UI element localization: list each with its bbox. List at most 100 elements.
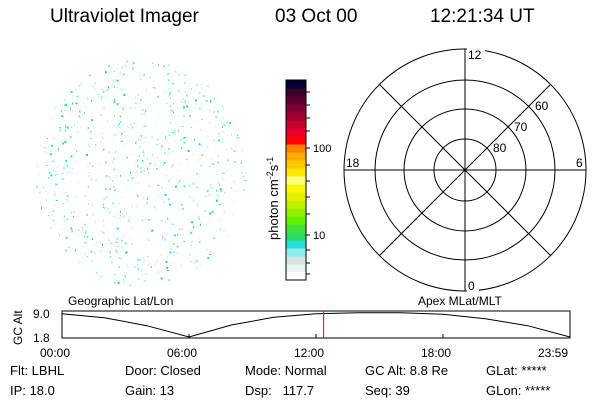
image-pixel [210,184,212,186]
image-pixel [206,146,208,149]
image-pixel [90,111,92,114]
image-pixel [155,207,157,210]
image-pixel [118,123,120,125]
image-pixel [57,166,59,169]
image-pixel [131,206,133,208]
image-pixel [194,262,196,264]
image-pixel [207,149,209,151]
image-pixel [131,243,133,246]
image-pixel [217,173,219,176]
image-pixel [87,235,89,238]
image-pixel [186,192,188,194]
image-pixel [138,251,141,253]
image-pixel [235,145,237,147]
image-pixel [71,109,73,112]
image-pixel [169,104,171,107]
image-pixel [121,196,123,198]
image-pixel [206,249,208,251]
image-pixel [195,102,197,105]
image-pixel [131,177,134,179]
image-pixel [223,108,225,110]
image-pixel [160,277,163,280]
image-pixel [118,265,120,268]
image-pixel [201,154,204,156]
image-pixel [120,210,121,213]
image-pixel [122,235,124,238]
image-pixel [122,73,124,76]
lat-label-70: 70 [514,120,528,134]
image-pixel [105,161,107,164]
image-pixel [222,126,224,129]
image-pixel [84,242,86,243]
image-pixel [63,138,65,141]
image-pixel [102,206,104,209]
image-pixel [131,226,133,228]
image-pixel [70,107,72,110]
image-pixel [54,204,56,207]
image-pixel [160,194,162,196]
image-pixel [161,145,163,148]
image-pixel [134,266,136,268]
image-pixel [103,148,105,151]
image-pixel [220,229,222,231]
image-pixel [217,155,219,158]
image-pixel [168,197,171,199]
colorbar-swatch [286,264,306,273]
image-pixel [169,184,171,186]
image-pixel [80,126,82,128]
image-pixel [210,99,212,102]
ip-label: IP: 18.0 [10,383,55,398]
image-pixel [113,101,115,103]
image-pixel [121,91,123,93]
image-pixel [62,183,65,185]
time-label: 12:21:34 UT [430,6,535,27]
image-pixel [107,207,109,210]
image-pixel [111,63,113,65]
image-pixel [168,142,170,144]
image-pixel [124,242,127,244]
image-pixel [172,131,175,133]
image-pixel [160,161,162,164]
image-pixel [122,107,125,109]
image-pixel [139,258,141,261]
colorbar-tick-10: 10 [313,230,325,242]
image-pixel [78,104,80,107]
image-pixel [65,236,68,239]
image-pixel [240,159,242,162]
image-pixel [158,63,160,66]
image-pixel [101,96,103,99]
image-pixel [83,85,85,87]
image-pixel [135,79,137,81]
image-pixel [102,231,105,234]
image-pixel [62,203,64,205]
image-pixel [139,155,141,157]
image-pixel [88,99,90,101]
image-pixel [125,251,128,254]
image-pixel [70,212,72,214]
image-pixel [64,103,67,106]
mlt-label-12: 12 [468,48,482,62]
image-pixel [108,65,110,68]
image-pixel [92,238,93,240]
image-pixel [217,123,219,125]
image-pixel [76,125,78,127]
image-pixel [99,133,101,136]
image-pixel [153,206,155,208]
image-pixel [159,184,161,187]
image-pixel [49,171,51,174]
image-pixel [145,219,147,221]
image-pixel [144,125,147,128]
colorbar-swatch [286,168,306,177]
image-pixel [142,149,144,152]
image-pixel [89,162,91,164]
image-pixel [93,213,95,215]
image-pixel [117,281,120,284]
image-pixel [111,84,114,86]
image-pixel [165,137,167,140]
image-pixel [126,126,129,128]
image-pixel [178,129,180,132]
image-pixel [169,94,171,96]
image-pixel [56,183,59,185]
image-pixel [101,99,103,101]
image-pixel [204,195,207,197]
